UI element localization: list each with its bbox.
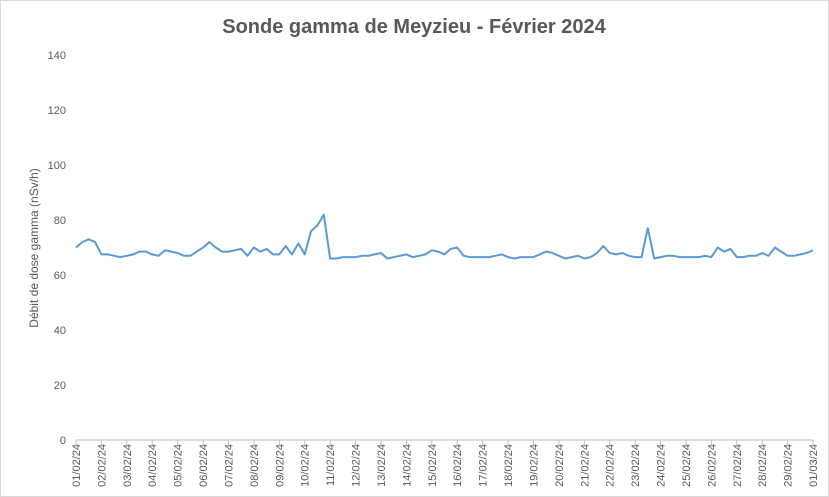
x-tick-label: 09/02/24 xyxy=(274,444,286,487)
x-tick-label: 10/02/24 xyxy=(300,444,312,487)
y-tick-label: 60 xyxy=(54,270,66,282)
x-tick-label: 21/02/24 xyxy=(579,444,591,487)
x-tick-label: 16/02/24 xyxy=(452,444,464,487)
x-tick-label: 22/02/24 xyxy=(605,444,617,487)
y-tick-label: 40 xyxy=(54,325,66,337)
chart-title: Sonde gamma de Meyzieu - Février 2024 xyxy=(222,16,606,38)
x-tick-label: 01/02/24 xyxy=(71,444,83,487)
x-tick-label: 23/02/24 xyxy=(630,444,642,487)
y-tick-label: 140 xyxy=(48,50,66,62)
x-tick-label: 26/02/24 xyxy=(706,444,718,487)
x-tick-label: 05/02/24 xyxy=(173,444,185,487)
x-tick-label: 17/02/24 xyxy=(478,444,490,487)
x-tick-label: 25/02/24 xyxy=(681,444,693,487)
x-tick-label: 11/02/24 xyxy=(325,444,337,486)
x-tick-label: 01/03/24 xyxy=(808,444,820,487)
y-tick-label: 0 xyxy=(60,435,66,447)
x-tick-label: 03/02/24 xyxy=(122,444,134,487)
x-tick-label: 24/02/24 xyxy=(656,444,668,487)
y-tick-label: 100 xyxy=(48,160,66,172)
x-tick-label: 18/02/24 xyxy=(503,444,515,487)
data-line xyxy=(75,213,814,260)
x-tick-label: 12/02/24 xyxy=(351,444,363,487)
x-tick-label: 28/02/24 xyxy=(757,444,769,487)
x-tick-label: 19/02/24 xyxy=(528,444,540,487)
y-tick-label: 20 xyxy=(54,380,66,392)
x-tick-label: 04/02/24 xyxy=(147,444,159,487)
x-tick-label: 07/02/24 xyxy=(223,444,235,487)
x-tick-label: 27/02/24 xyxy=(732,444,744,487)
y-axis-title: Débit de dose gamma (nSv/h) xyxy=(27,168,41,327)
x-tick-label: 02/02/24 xyxy=(96,444,108,487)
x-tick-label: 08/02/24 xyxy=(249,444,261,487)
x-tick-label: 13/02/24 xyxy=(376,444,388,487)
x-tick-label: 06/02/24 xyxy=(198,444,210,487)
x-tick-label: 14/02/24 xyxy=(401,444,413,487)
x-tick-label: 15/02/24 xyxy=(427,444,439,487)
y-tick-label: 80 xyxy=(54,215,66,227)
x-tick-label: 29/02/24 xyxy=(783,444,795,487)
y-tick-label: 120 xyxy=(48,105,66,117)
x-tick-label: 20/02/24 xyxy=(554,444,566,487)
